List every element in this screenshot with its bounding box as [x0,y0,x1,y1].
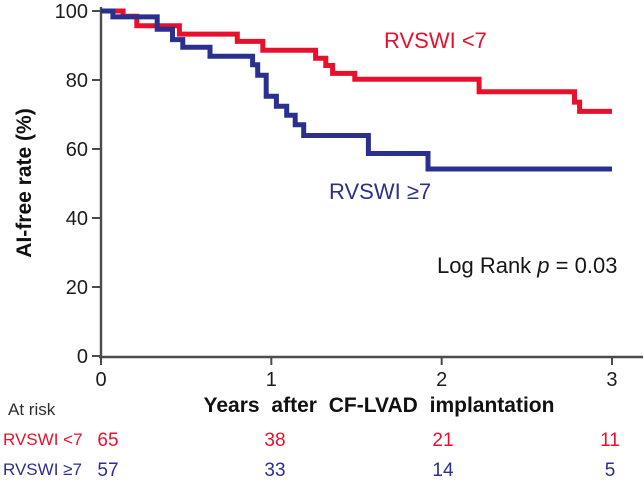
at-risk-count: 14 [432,460,454,481]
at-risk-count: 57 [97,460,119,481]
at-risk-count: 21 [432,430,454,451]
x-tick-label: 2 [436,369,447,391]
y-tick-label: 40 [66,208,88,230]
x-tick-label: 3 [606,369,617,391]
y-axis-ticks: 0 20 40 60 80 100 [55,1,101,368]
y-tick-label: 80 [66,70,88,92]
log-rank-annotation: Log Rank p = 0.03 [437,253,617,278]
y-tick-label: 100 [55,1,88,23]
at-risk-count: 38 [264,430,286,451]
at-risk-row-rvswi-lt7: RVSWI <7 65 38 21 11 [0,430,644,454]
y-tick-label: 20 [66,277,88,299]
log-rank-suffix: = 0.03 [550,253,618,278]
at-risk-count: 11 [600,430,620,451]
log-rank-prefix: Log Rank [437,253,537,278]
rvswi-lt7-curve [101,8,612,114]
at-risk-label: RVSWI <7 [3,430,83,449]
x-tick-label: 0 [95,369,106,391]
log-rank-p-symbol: p [536,253,549,278]
x-axis-title: Years after CF-LVAD implantation [204,394,555,417]
x-tick-label: 1 [266,369,277,391]
y-tick-label: 0 [77,346,88,368]
at-risk-label: RVSWI ≥7 [3,460,82,479]
at-risk-count: 65 [97,430,119,451]
legend-label-rvswi-lt7: RVSWI <7 [384,28,487,53]
at-risk-row-rvswi-ge7: RVSWI ≥7 57 33 14 5 [0,460,644,484]
at-risk-count: 33 [264,460,286,481]
at-risk-count: 5 [604,460,616,481]
legend-label-rvswi-ge7: RVSWI ≥7 [329,179,431,204]
x-axis-ticks: 0 1 2 3 [95,357,618,391]
at-risk-header: At risk [8,400,56,419]
y-tick-label: 60 [66,139,88,161]
rvswi-ge7-curve [101,8,612,172]
y-axis-title: AI-free rate (%) [13,108,36,257]
